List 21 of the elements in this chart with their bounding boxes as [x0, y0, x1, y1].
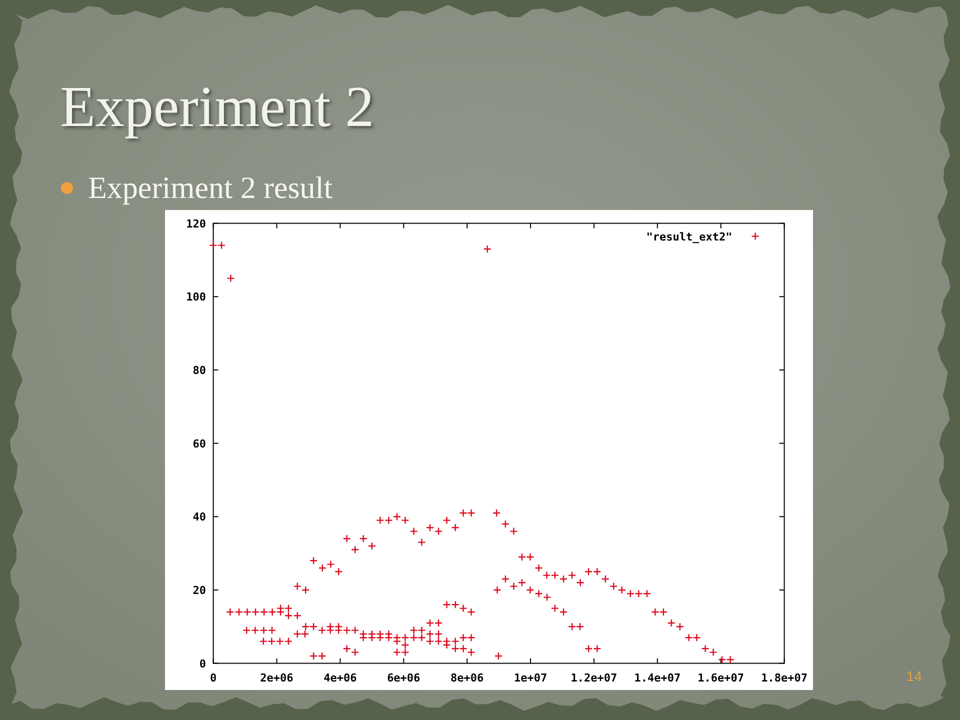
- x-tick-label: 1.2e+07: [570, 671, 618, 684]
- y-tick-label: 0: [199, 657, 206, 670]
- legend-label: "result_ext2": [646, 230, 732, 244]
- y-tick-label: 80: [192, 364, 206, 377]
- x-tick-label: 1e+07: [514, 671, 548, 684]
- x-tick-label: 1.8e+07: [761, 671, 808, 684]
- y-tick-label: 120: [186, 217, 206, 230]
- y-tick-label: 60: [192, 437, 206, 450]
- text: 14: [906, 668, 922, 684]
- x-tick-label: 4e+06: [324, 671, 358, 684]
- x-tick-label: 1.6e+07: [698, 671, 744, 684]
- y-tick-label: 100: [186, 290, 206, 304]
- x-tick-label: 1.4e+07: [634, 671, 681, 684]
- x-tick-label: 8e+06: [450, 671, 484, 684]
- chart-subtitle: Experiment 2 result: [88, 170, 333, 205]
- x-tick-label: 0: [210, 671, 217, 684]
- y-tick-label: 20: [192, 584, 206, 597]
- chart-title: Experiment 2: [60, 74, 374, 139]
- x-tick-label: 6e+06: [387, 671, 421, 684]
- y-tick-label: 40: [192, 510, 206, 524]
- x-tick-label: 2e+06: [260, 671, 294, 684]
